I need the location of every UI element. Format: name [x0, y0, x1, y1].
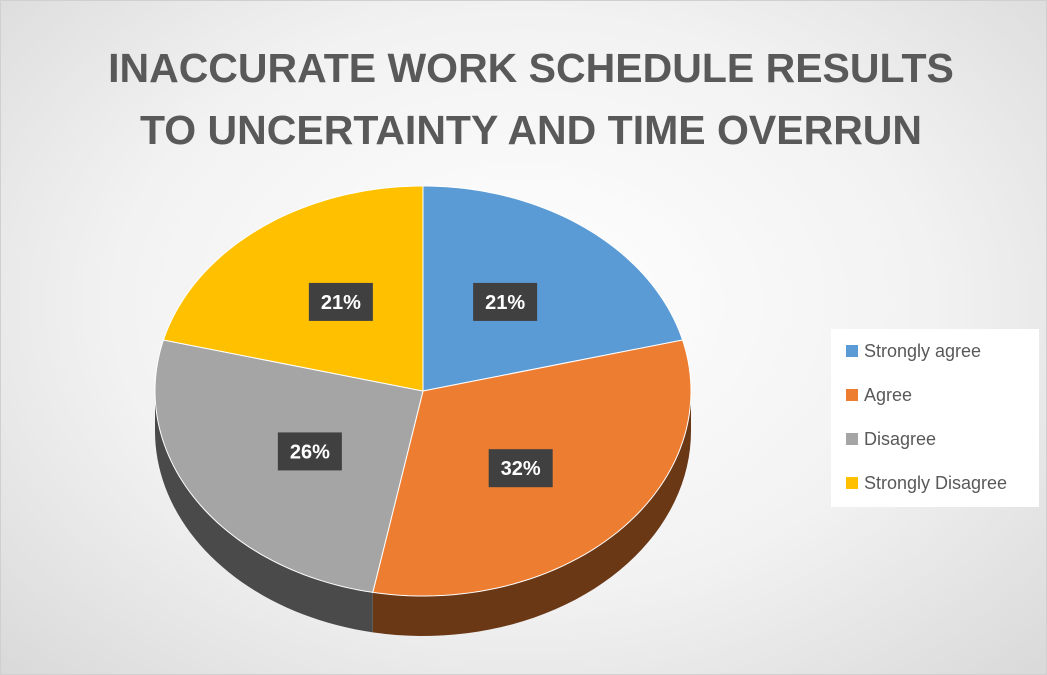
legend-label: Disagree: [864, 429, 936, 449]
data-label-box: [277, 432, 342, 471]
data-label-box: [473, 282, 538, 321]
data-label: 26%: [290, 441, 330, 463]
data-label: 21%: [485, 292, 525, 314]
slice-side: [372, 391, 691, 636]
legend-swatch: [846, 433, 858, 445]
slice-side: [155, 391, 373, 633]
data-label-box: [308, 282, 373, 321]
slice: [162, 185, 424, 392]
legend-box: [831, 329, 1039, 507]
legend-label: Strongly Disagree: [864, 473, 1007, 493]
data-label: 21%: [321, 292, 361, 314]
slice: [422, 185, 684, 392]
legend-label: Agree: [864, 385, 912, 405]
legend-label: Strongly agree: [864, 341, 981, 361]
legend-swatch: [846, 389, 858, 401]
chart-title: INACCURATE WORK SCHEDULE RESULTS TO UNCE…: [108, 45, 954, 153]
data-label-box: [488, 449, 553, 488]
data-label: 32%: [501, 458, 541, 480]
legend-swatch: [846, 345, 858, 357]
legend-swatch: [846, 477, 858, 489]
